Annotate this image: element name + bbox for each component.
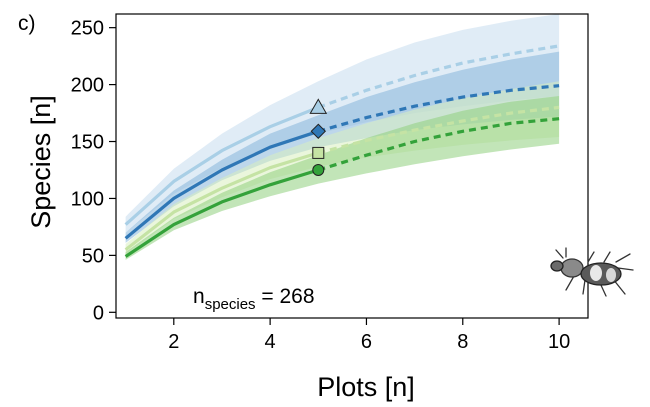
plot-frame (115, 13, 589, 319)
confidence-bands (125, 14, 560, 260)
annotation-value: 268 (279, 285, 314, 308)
series-lines (124, 44, 560, 258)
annotation-equals: = (256, 285, 280, 308)
marker-diamond (310, 123, 326, 139)
band-3 (125, 96, 560, 260)
panel-label: c) (18, 12, 36, 35)
line-observed-3 (124, 168, 319, 258)
species-count-annotation: nspecies = 268 (193, 285, 315, 313)
line-extrapolated-2 (317, 105, 560, 155)
line-extrapolated-1 (317, 84, 560, 133)
y-tick-label: 0 (93, 302, 104, 324)
y-tick-label: 100 (71, 188, 104, 210)
line-extrapolated-3 (317, 117, 560, 172)
beetle-illustration (550, 247, 634, 297)
marker-triangle (309, 98, 328, 114)
y-tick-label: 150 (71, 132, 104, 154)
y-tick-label: 250 (71, 18, 104, 40)
observed-markers (309, 98, 328, 176)
x-tick-label: 8 (457, 331, 468, 353)
line-observed-2 (124, 151, 319, 251)
x-tick-label: 4 (265, 331, 276, 353)
x-tick-label: 10 (548, 331, 570, 353)
y-axis: 0 50 100 150 200 250 (71, 18, 116, 324)
line-observed-1 (124, 129, 319, 240)
x-axis: 2 4 6 8 10 (168, 318, 570, 353)
y-tick-label: 50 (82, 245, 104, 267)
x-tick-label: 6 (361, 331, 372, 353)
marker-square (312, 146, 325, 159)
y-axis-title: Species [n] (26, 95, 56, 229)
line-observed-0 (124, 105, 319, 226)
marker-circle (312, 163, 325, 176)
y-tick-label: 200 (71, 75, 104, 97)
annotation-subscript: species (205, 296, 256, 313)
x-tick-label: 2 (168, 331, 179, 353)
line-extrapolated-0 (317, 44, 560, 109)
x-axis-title: Plots [n] (317, 372, 415, 402)
annotation-prefix: n (193, 285, 205, 308)
